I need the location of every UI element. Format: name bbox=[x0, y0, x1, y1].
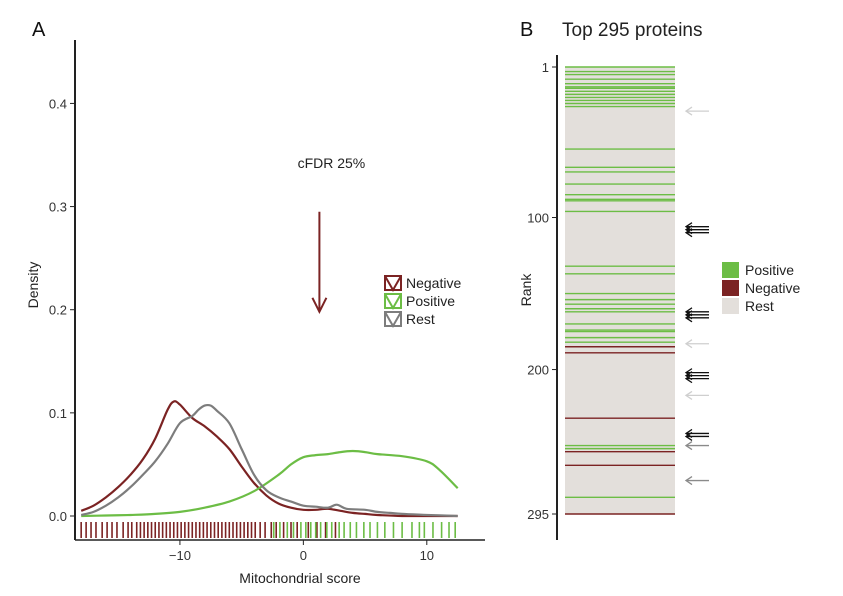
legend-label-positive: Positive bbox=[406, 293, 455, 309]
legend-label-negative: Negative bbox=[745, 280, 800, 296]
legend-swatch-positive bbox=[722, 262, 739, 278]
series-line-negative bbox=[80, 400, 458, 518]
y-tick-label: 0.0 bbox=[49, 509, 67, 524]
rank-arrow-head bbox=[684, 106, 693, 116]
panel-b-label: B bbox=[520, 19, 533, 41]
rank-arrows bbox=[684, 106, 709, 486]
legend-label-rest: Rest bbox=[745, 298, 774, 314]
x-tick-label: 10 bbox=[420, 548, 434, 563]
x-tick-label: −10 bbox=[169, 548, 191, 563]
legend-label-positive: Positive bbox=[745, 262, 794, 278]
rank-tick-label: 1 bbox=[542, 60, 549, 75]
y-tick-label: 0.3 bbox=[49, 200, 67, 215]
legend-swatch-mark bbox=[384, 275, 402, 293]
y-ticks: 0.0 0.1 0.2 0.3 0.4 bbox=[49, 96, 75, 524]
panel-b-rank-plot: 1 100 200 295 Rank Positive Negative Rest bbox=[518, 55, 800, 540]
rank-tick-label: 100 bbox=[527, 211, 549, 226]
legend-swatch-positive bbox=[384, 293, 402, 309]
rank-lines bbox=[565, 66, 675, 515]
rank-tick-label: 200 bbox=[527, 363, 549, 378]
rank-ticks: 1 100 200 295 bbox=[527, 60, 557, 522]
rank-axis-label: Rank bbox=[518, 273, 534, 307]
cfdr-label: cFDR 25% bbox=[298, 155, 366, 171]
rank-arrow-head bbox=[684, 374, 693, 384]
density-curves bbox=[80, 400, 459, 518]
y-tick-label: 0.2 bbox=[49, 303, 67, 318]
rank-arrow-head bbox=[684, 228, 693, 238]
x-tick-label: 0 bbox=[300, 548, 307, 563]
rank-arrow-head bbox=[684, 476, 693, 486]
rank-arrow-head bbox=[684, 390, 693, 400]
y-tick-label: 0.1 bbox=[49, 406, 67, 421]
y-tick-label: 0.4 bbox=[49, 96, 67, 111]
legend-swatch-mark bbox=[384, 311, 402, 329]
rank-arrow-head bbox=[684, 431, 693, 441]
panel-a-density-plot: 0.0 0.1 0.2 0.3 0.4 −10 0 10 cFDR 25% Mitochon… bbox=[25, 40, 485, 586]
rank-arrow-head bbox=[684, 339, 693, 349]
legend-swatch-negative bbox=[384, 275, 402, 291]
x-ticks: −10 0 10 bbox=[169, 540, 434, 563]
panel-a-label: A bbox=[32, 19, 46, 41]
legend-swatch-rest bbox=[384, 311, 402, 327]
legend-label-negative: Negative bbox=[406, 275, 461, 291]
legend-swatch-rest bbox=[722, 298, 739, 314]
legend-label-rest: Rest bbox=[406, 311, 435, 327]
rank-arrow-head bbox=[684, 441, 693, 451]
series-line-rest bbox=[80, 403, 458, 518]
rug-marks bbox=[80, 522, 456, 538]
legend-swatch-mark bbox=[384, 293, 402, 311]
y-axis bbox=[74, 40, 485, 541]
series-line-positive bbox=[81, 449, 459, 518]
legend: Negative Positive Rest bbox=[384, 275, 461, 329]
rank-background bbox=[565, 67, 675, 514]
cfdr-arrow-head bbox=[311, 297, 328, 315]
rank-arrow-head bbox=[684, 313, 693, 323]
y-axis-label: Density bbox=[25, 262, 41, 309]
panel-b-title: Top 295 proteins bbox=[562, 20, 703, 41]
rank-legend: Positive Negative Rest bbox=[722, 262, 800, 314]
legend-swatch-negative bbox=[722, 280, 739, 296]
x-axis-label: Mitochondrial score bbox=[239, 570, 361, 586]
cfdr-annotation: cFDR 25% bbox=[298, 155, 366, 315]
rank-tick-label: 295 bbox=[527, 507, 549, 522]
